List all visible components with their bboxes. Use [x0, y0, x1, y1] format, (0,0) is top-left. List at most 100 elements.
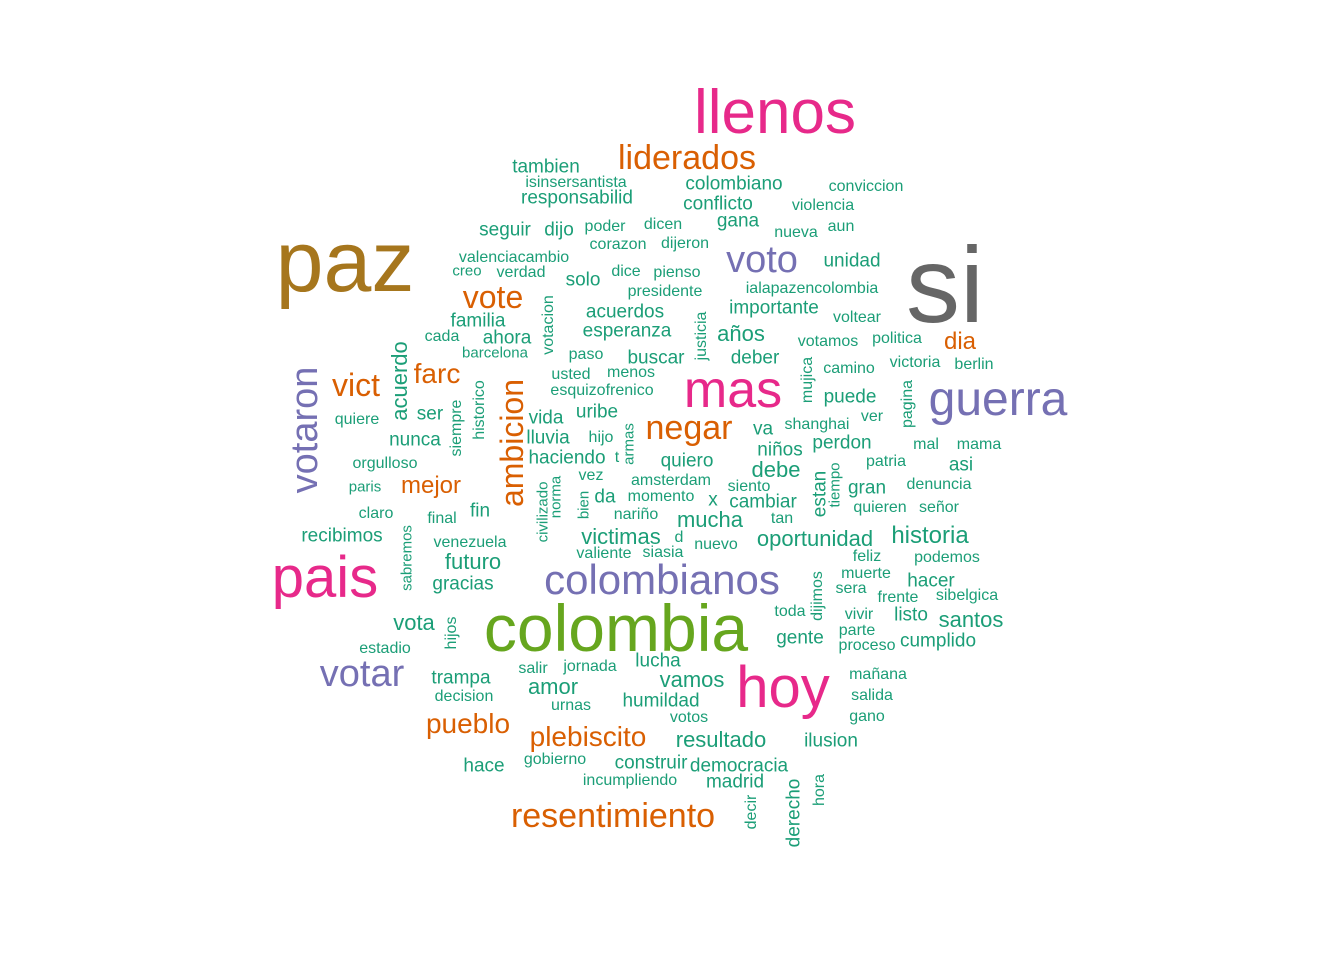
word-liderados: liderados [618, 139, 756, 177]
word-ser: ser [416, 403, 444, 425]
word-dia: dia [943, 328, 977, 355]
word-solo: solo [565, 269, 601, 291]
word-colombiano: colombiano [685, 173, 783, 195]
word-debe: debe [751, 457, 801, 482]
word-historico: historico [471, 380, 488, 440]
word-urnas: urnas [550, 697, 592, 714]
word-amor: amor [527, 674, 579, 699]
word-quieren: quieren [853, 499, 907, 516]
word-mas: mas [683, 361, 783, 419]
word-vamos: vamos [659, 667, 725, 692]
word-valenciacambio: valenciacambio [458, 249, 570, 266]
word-humildad: humildad [622, 690, 700, 712]
word-cumplido: cumplido [899, 630, 977, 652]
word-perdon: perdon [812, 432, 872, 454]
word-farc: farc [413, 358, 461, 389]
word-deber: deber [730, 347, 780, 369]
word-asi: asi [948, 454, 974, 476]
word-pais: pais [271, 545, 379, 610]
word-tiempo: tiempo [826, 462, 844, 508]
word-presidente: presidente [627, 283, 703, 300]
word-gente: gente [776, 627, 824, 649]
word-acuerdos: acuerdos [585, 301, 665, 323]
word-votar: votar [319, 653, 405, 695]
word-guerra: guerra [928, 373, 1068, 426]
word-sera: sera [835, 580, 867, 597]
word-shanghai: shanghai [784, 416, 850, 433]
word-vida: vida [528, 407, 564, 429]
word-momento: momento [627, 488, 695, 505]
word-voltear: voltear [832, 309, 882, 326]
word-norma: norma [547, 475, 565, 519]
word-si: si [906, 224, 984, 345]
word-plebiscito: plebiscito [529, 721, 647, 752]
word-derecho: derecho [783, 778, 805, 848]
word-gobierno: gobierno [523, 751, 587, 768]
word-dijeron: dijeron [660, 235, 710, 252]
word-historia: historia [891, 522, 969, 549]
word-final: final [427, 510, 457, 527]
word-dijimos: dijimos [809, 571, 826, 621]
word-mañana: mañana [849, 666, 907, 683]
word-amsterdam: amsterdam [630, 472, 712, 489]
word-gana: gana [716, 210, 760, 232]
word-ilusion: ilusion [804, 730, 858, 752]
word-armas: armas [620, 423, 638, 465]
word-sibelgica: sibelgica [935, 587, 999, 604]
word-vez: vez [578, 467, 604, 484]
word-decision: decision [434, 688, 494, 705]
word-vivir: vivir [844, 606, 874, 623]
word-importante: importante [729, 297, 819, 319]
word-valiente: valiente [576, 545, 632, 562]
word-llenos: llenos [694, 78, 856, 147]
word-dice: dice [611, 263, 641, 280]
word-buscar: buscar [627, 347, 685, 369]
word-jornada: jornada [563, 658, 617, 675]
word-trampa: trampa [431, 667, 491, 689]
word-berlin: berlin [954, 356, 994, 373]
word-lucha: lucha [635, 650, 681, 672]
word-democracia: democracia [689, 755, 789, 777]
word-politica: politica [872, 330, 922, 347]
word-paz: paz [275, 214, 415, 310]
word-nueva: nueva [774, 224, 818, 241]
word-hace: hace [463, 755, 505, 777]
word-responsabilid: responsabilid [521, 187, 633, 209]
word-cambiar: cambiar [729, 491, 797, 513]
word-mucha: mucha [676, 507, 744, 532]
word-conviccion: conviccion [828, 178, 904, 195]
word-construir: construir [614, 752, 688, 774]
word-siento: siento [727, 478, 771, 495]
word-menos: menos [606, 364, 656, 381]
word-victimas: victimas [581, 524, 661, 549]
word-nuevo: nuevo [694, 536, 738, 553]
word-ambicion: ambicion [494, 378, 530, 508]
word-barcelona: barcelona [462, 344, 528, 362]
word-hoy: hoy [736, 655, 830, 720]
word-vota: vota [393, 610, 435, 635]
word-acuerdo: acuerdo [387, 341, 412, 421]
word-recibimos: recibimos [301, 525, 383, 547]
word-d: d [674, 529, 684, 546]
word-ialapazencolombia: ialapazencolombia [745, 280, 879, 297]
word-vict: vict [332, 367, 380, 403]
word-dicen: dicen [643, 216, 683, 233]
word-corazon: corazon [589, 236, 647, 253]
word-hijo: hijo [588, 429, 614, 446]
word-gran: gran [847, 477, 887, 499]
word-vote: vote [462, 279, 524, 315]
word-claro: claro [358, 505, 394, 522]
word-ver: ver [860, 408, 884, 425]
word-siempre: siempre [448, 399, 465, 457]
word-bien: bien [575, 490, 593, 520]
word-votacion: votacion [540, 295, 557, 355]
word-paris: paris [348, 478, 382, 496]
word-siasia: siasia [642, 544, 684, 561]
word-votaron: votaron [284, 366, 326, 494]
word-pagina: pagina [899, 379, 916, 429]
word-niños: niños [757, 439, 803, 461]
word-mujica: mujica [799, 356, 816, 404]
word-cada: cada [424, 328, 460, 345]
word-voto: voto [726, 239, 798, 281]
